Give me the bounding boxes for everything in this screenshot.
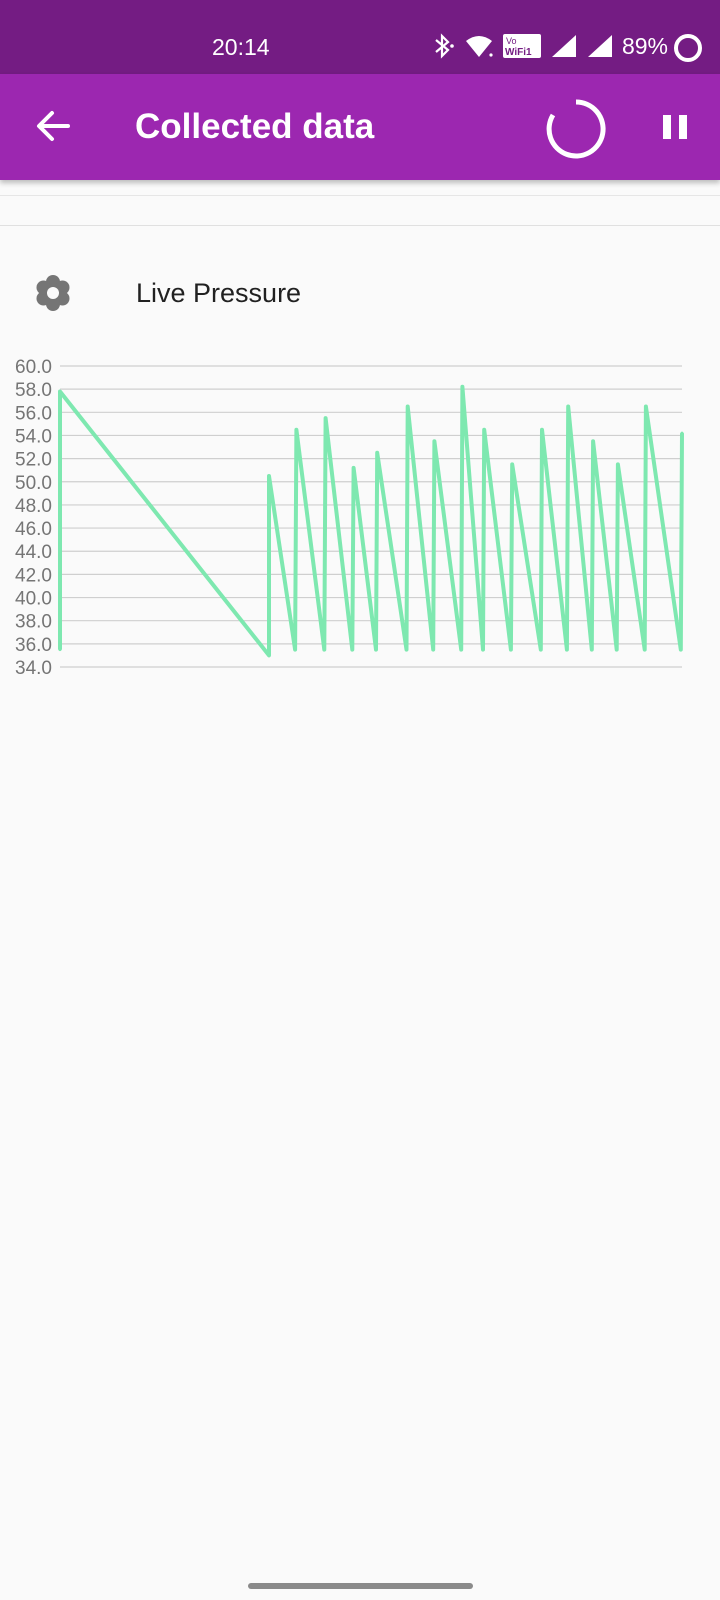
data-point (590, 648, 594, 652)
sensor-label: Live Pressure (136, 278, 302, 308)
gesture-nav-handle[interactable] (248, 1583, 473, 1589)
data-point (680, 431, 684, 435)
vowifi-label: Vo (506, 36, 517, 46)
y-tick-label: 34.0 (15, 658, 52, 679)
battery-percent: 89% (621, 32, 668, 59)
data-point (615, 648, 619, 652)
signal-icon (551, 35, 576, 57)
app-bar: Collected data (0, 74, 720, 180)
data-point (459, 648, 463, 652)
data-point (460, 385, 464, 389)
arrow-back-icon[interactable] (32, 104, 76, 148)
data-point (565, 648, 569, 652)
data-point (58, 390, 62, 393)
y-tick-label: 54.0 (15, 426, 52, 447)
y-tick-label: 58.0 (15, 380, 52, 401)
y-tick-label: 60.0 (15, 357, 52, 378)
bluetooth-icon (435, 33, 454, 59)
data-point (539, 648, 543, 652)
y-tick-label: 42.0 (15, 565, 52, 586)
data-point (566, 405, 570, 408)
data-point (644, 405, 648, 408)
data-point (540, 428, 544, 432)
data-point (58, 648, 62, 652)
data-point (352, 466, 356, 470)
y-tick-label: 46.0 (15, 519, 52, 540)
data-point (293, 648, 297, 652)
loading-spinner-icon (546, 99, 606, 159)
status-icons: Vo WiFi1 89% (430, 32, 668, 60)
flower-icon (36, 275, 70, 311)
data-point (375, 451, 379, 455)
y-tick-label: 48.0 (15, 496, 52, 517)
y-tick-label: 36.0 (15, 635, 52, 656)
page-title: Collected data (135, 107, 375, 146)
data-point (322, 648, 326, 652)
y-tick-label: 44.0 (15, 542, 52, 563)
data-point (591, 439, 595, 443)
y-tick-label: 50.0 (15, 473, 52, 494)
data-point (509, 648, 513, 652)
data-point (643, 648, 647, 652)
data-point (294, 428, 298, 432)
y-tick-label: 56.0 (15, 403, 52, 424)
status-time: 20:14 (212, 34, 270, 60)
data-point (405, 648, 408, 652)
pressure-chart: 60.058.056.054.0 52.050.048.046.044.042.0… (15, 357, 684, 679)
data-point (616, 462, 620, 466)
data-point (432, 439, 436, 443)
y-tick-label: 38.0 (15, 612, 52, 633)
pause-icon[interactable] (660, 112, 690, 142)
y-tick-label: 52.0 (15, 450, 52, 471)
data-point (324, 416, 328, 420)
data-point (481, 648, 485, 652)
data-point (679, 648, 683, 652)
signal-icon (587, 35, 612, 57)
section-divider (0, 225, 720, 226)
pressure-series-line (58, 384, 684, 658)
y-tick-label: 40.0 (15, 589, 52, 610)
data-point (482, 428, 486, 432)
vowifi-label-2: WiFi1 (505, 47, 532, 58)
data-point (350, 648, 354, 652)
header-divider (0, 195, 720, 196)
data-point (267, 474, 271, 478)
data-point (431, 648, 435, 652)
vowifi-icon: Vo WiFi1 (502, 34, 541, 58)
data-point (267, 653, 271, 657)
data-point (510, 462, 514, 466)
data-point (406, 405, 410, 408)
wifi-icon (465, 36, 493, 57)
battery-saver-icon (674, 34, 702, 62)
sensor-header: Live Pressure (0, 258, 720, 330)
data-point (374, 648, 378, 652)
status-bar: 20:14 Vo WiFi1 89% (0, 0, 720, 74)
